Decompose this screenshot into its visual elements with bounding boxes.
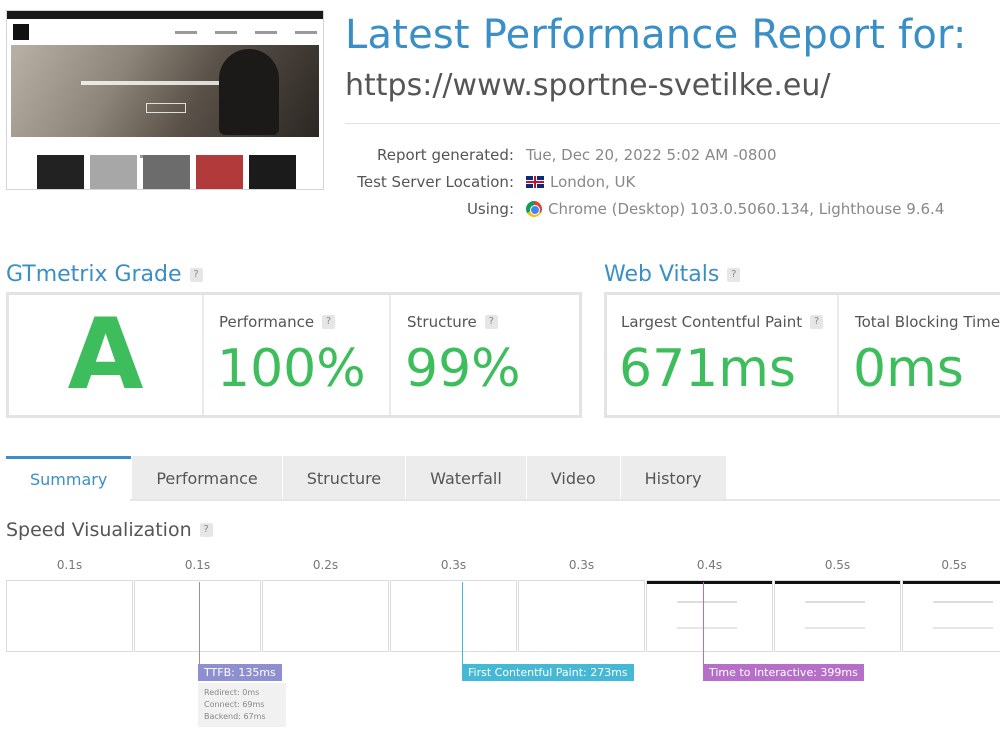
frame-time: 0.2s	[312, 558, 339, 572]
chrome-icon	[526, 201, 542, 217]
frame: 0.4s	[646, 558, 773, 652]
report-url: https://www.sportne-svetilke.eu/	[345, 68, 831, 103]
tti-marker[interactable]: Time to Interactive: 399ms	[703, 664, 864, 681]
meta-using: Using: Chrome (Desktop) 103.0.5060.134, …	[0, 200, 1000, 220]
meta-server-location: Test Server Location: London, UK	[0, 173, 1000, 193]
tab-performance[interactable]: Performance	[131, 456, 282, 500]
uk-flag-icon	[526, 176, 544, 188]
frame: 0.5s	[774, 558, 901, 652]
meta-value: Tue, Dec 20, 2022 5:02 AM -0800	[526, 146, 777, 164]
frame: 0.2s	[262, 558, 389, 652]
lcp-value: 671ms	[619, 339, 796, 399]
frame: 0.3s	[518, 558, 645, 652]
tabs-divider	[130, 499, 1000, 501]
thumb-products	[7, 151, 323, 189]
thumb-nav-links	[53, 30, 317, 34]
structure-value: 99%	[405, 339, 521, 399]
speed-frames: 0.1s 0.1s 0.2s 0.3s 0.3s 0.4s 0.5s 0.5s	[6, 558, 1000, 654]
report-tabs: Summary Performance Structure Waterfall …	[6, 456, 726, 500]
lcp-metric: Largest Contentful Paint? 671ms	[607, 295, 839, 415]
frame-time: 0.3s	[568, 558, 595, 572]
frame-time: 0.1s	[56, 558, 83, 572]
page-title: Latest Performance Report for:	[345, 12, 967, 58]
help-icon[interactable]: ?	[727, 267, 741, 282]
ttfb-line	[199, 582, 200, 664]
fcp-line	[462, 582, 463, 664]
grade-letter-box: A	[9, 295, 204, 415]
help-icon[interactable]: ?	[322, 315, 336, 329]
performance-metric: Performance? 100%	[205, 295, 391, 415]
structure-label: Structure	[407, 313, 477, 331]
meta-report-generated: Report generated: Tue, Dec 20, 2022 5:02…	[0, 146, 1000, 166]
site-screenshot-thumbnail	[6, 10, 324, 190]
web-vitals-panel: Largest Contentful Paint? 671ms Total Bl…	[604, 292, 1000, 418]
tbt-label: Total Blocking Time	[855, 313, 1000, 331]
performance-value: 100%	[217, 339, 366, 399]
grade-letter: A	[67, 298, 144, 412]
help-icon[interactable]: ?	[810, 315, 824, 329]
performance-label: Performance	[219, 313, 315, 331]
tab-waterfall[interactable]: Waterfall	[405, 456, 526, 500]
frame: 0.1s	[6, 558, 133, 652]
speed-visualization-heading: Speed Visualization ?	[6, 519, 213, 541]
frame-time: 0.3s	[440, 558, 467, 572]
frame: 0.1s	[134, 558, 261, 652]
thumb-logo	[13, 24, 29, 40]
ttfb-marker[interactable]: TTFB: 135ms	[198, 664, 282, 681]
frame-time: 0.1s	[184, 558, 211, 572]
tbt-value: 0ms	[853, 339, 964, 399]
fcp-marker[interactable]: First Contentful Paint: 273ms	[462, 664, 634, 681]
thumb-topbar	[7, 11, 323, 19]
frame: 0.5s	[902, 558, 1000, 652]
meta-value: London, UK	[526, 173, 635, 191]
meta-label: Test Server Location:	[357, 173, 514, 191]
meta-label: Using:	[466, 200, 514, 218]
web-vitals-heading: Web Vitals ?	[604, 262, 741, 287]
frame: 0.3s	[390, 558, 517, 652]
frame-time: 0.5s	[941, 558, 967, 572]
frame-time: 0.5s	[824, 558, 851, 572]
tti-line	[703, 582, 704, 664]
help-icon[interactable]: ?	[484, 315, 498, 329]
lcp-label: Largest Contentful Paint	[621, 313, 803, 331]
tab-summary[interactable]: Summary	[6, 456, 132, 500]
help-icon[interactable]: ?	[189, 267, 203, 282]
meta-value: Chrome (Desktop) 103.0.5060.134, Lightho…	[526, 200, 944, 218]
frame-time: 0.4s	[696, 558, 723, 572]
gtmetrix-grade-heading: GTmetrix Grade ?	[6, 262, 203, 287]
tbt-metric: Total Blocking Time 0ms	[841, 295, 1000, 415]
thumb-nav	[7, 19, 323, 45]
structure-metric: Structure? 99%	[393, 295, 579, 415]
header-divider	[345, 123, 1000, 124]
grade-panel: A Performance? 100% Structure? 99%	[6, 292, 582, 418]
ttfb-details: Redirect: 0ms Connect: 69ms Backend: 67m…	[198, 683, 286, 727]
tab-video[interactable]: Video	[525, 456, 620, 500]
tab-history[interactable]: History	[619, 456, 726, 500]
tab-structure[interactable]: Structure	[281, 456, 406, 500]
thumb-hero-image	[11, 45, 319, 137]
help-icon[interactable]: ?	[199, 523, 213, 537]
meta-label: Report generated:	[376, 146, 514, 164]
